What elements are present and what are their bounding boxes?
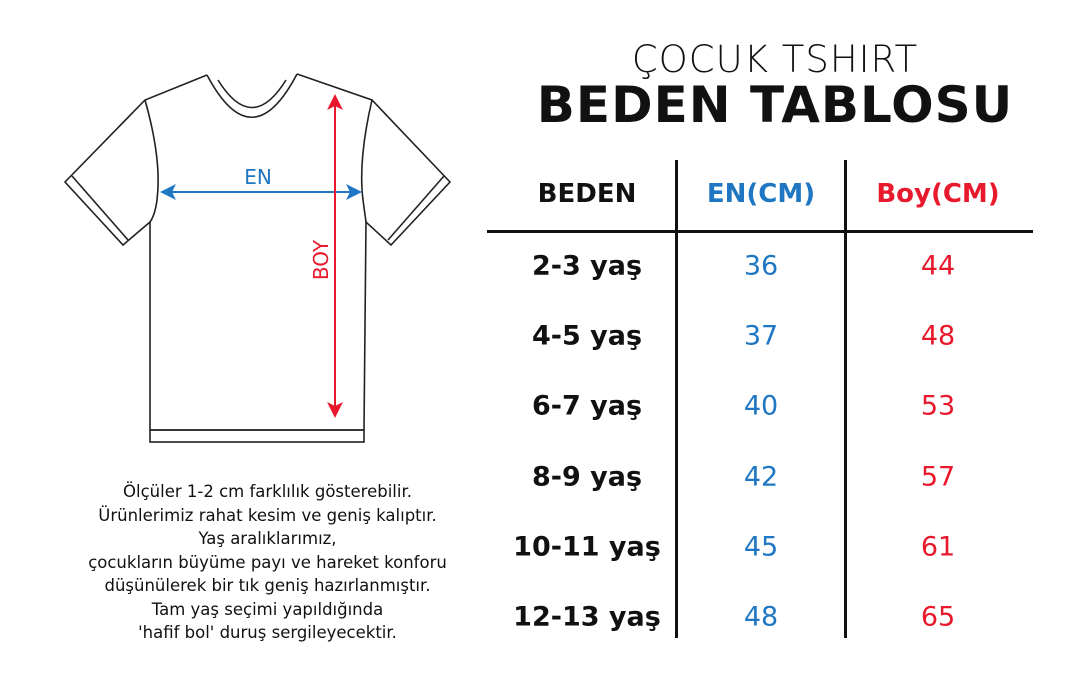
boy-label: BOY xyxy=(309,239,333,280)
title-line1: ÇOCUK TSHIRT xyxy=(631,38,919,81)
column-divider xyxy=(844,160,847,638)
note-line: Yaş aralıklarımız, xyxy=(198,529,337,548)
size-cell: 8-9 yaş xyxy=(531,461,643,493)
boy-cell: 48 xyxy=(920,320,956,352)
header-en: EN(CM) xyxy=(706,179,816,209)
header-boy: Boy(CM) xyxy=(876,179,1000,209)
boy-cell: 53 xyxy=(920,390,956,422)
size-cell: 10-11 yaş xyxy=(513,531,661,563)
en-cell: 45 xyxy=(743,531,779,563)
page-title: BEDEN TABLOSU xyxy=(536,76,1014,134)
note-line: Ölçüler 1-2 cm farklılık gösterebilir. xyxy=(123,482,412,501)
size-cell: 2-3 yaş xyxy=(531,250,643,282)
note-line: Ürünlerimiz rahat kesim ve geniş kalıptı… xyxy=(98,505,437,525)
en-label: EN xyxy=(244,165,272,189)
note-line: Tam yaş seçimi yapıldığında xyxy=(151,599,384,619)
note-line: düşünülerek bir tık geniş hazırlanmıştır… xyxy=(104,576,431,595)
en-cell: 36 xyxy=(743,250,779,282)
notes: Ölçüler 1-2 cm farklılık gösterebilir. Ü… xyxy=(40,480,495,645)
note-line: çocukların büyüme payı ve hareket konfor… xyxy=(88,552,447,572)
header-divider xyxy=(487,230,1033,233)
boy-cell: 65 xyxy=(920,601,956,633)
tshirt-diagram: EN BOY xyxy=(63,73,452,443)
size-cell: 6-7 yaş xyxy=(531,390,643,422)
column-divider xyxy=(675,160,678,638)
en-cell: 40 xyxy=(743,390,779,422)
en-cell: 48 xyxy=(743,601,779,633)
boy-cell: 57 xyxy=(920,461,956,493)
en-cell: 37 xyxy=(743,320,779,352)
boy-cell: 44 xyxy=(920,250,956,282)
size-cell: 12-13 yaş xyxy=(513,601,661,633)
size-cell: 4-5 yaş xyxy=(531,320,643,352)
en-cell: 42 xyxy=(743,461,779,493)
note-line: 'hafif bol' duruş sergileyecektir. xyxy=(138,623,397,642)
tshirt-outline xyxy=(63,73,452,443)
boy-cell: 61 xyxy=(920,531,956,563)
header-size: BEDEN xyxy=(537,179,637,209)
